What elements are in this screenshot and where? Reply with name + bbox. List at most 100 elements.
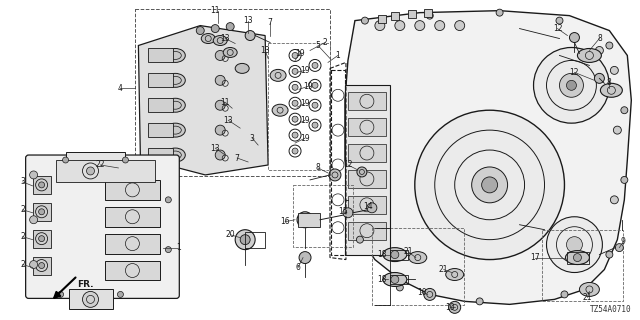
Circle shape xyxy=(595,73,604,83)
Circle shape xyxy=(63,157,68,163)
Text: 9: 9 xyxy=(621,237,626,246)
Bar xyxy=(65,152,125,166)
Circle shape xyxy=(58,292,63,297)
Bar xyxy=(568,252,589,264)
Circle shape xyxy=(391,276,399,284)
Ellipse shape xyxy=(577,49,602,62)
Circle shape xyxy=(357,167,367,177)
Circle shape xyxy=(615,244,623,252)
Circle shape xyxy=(570,33,579,43)
Circle shape xyxy=(211,25,220,33)
Bar xyxy=(33,230,51,248)
Ellipse shape xyxy=(445,268,464,280)
Circle shape xyxy=(415,110,564,260)
Circle shape xyxy=(362,17,369,24)
Text: 11: 11 xyxy=(211,6,220,15)
Text: 19: 19 xyxy=(300,116,310,125)
Circle shape xyxy=(472,167,508,203)
Ellipse shape xyxy=(165,98,186,112)
Bar xyxy=(348,170,386,188)
Bar xyxy=(268,43,330,170)
Circle shape xyxy=(38,182,45,188)
Bar xyxy=(372,228,464,305)
Text: 3: 3 xyxy=(250,133,255,143)
Bar xyxy=(348,92,386,110)
Text: FR.: FR. xyxy=(77,280,93,289)
Circle shape xyxy=(215,125,225,135)
Text: 7: 7 xyxy=(268,18,273,27)
Circle shape xyxy=(559,73,584,97)
Bar xyxy=(245,232,265,248)
Circle shape xyxy=(621,107,628,114)
Circle shape xyxy=(496,9,503,16)
Text: 19: 19 xyxy=(300,66,310,75)
Circle shape xyxy=(621,176,628,183)
Circle shape xyxy=(29,216,38,224)
Circle shape xyxy=(556,17,563,24)
Ellipse shape xyxy=(235,63,249,73)
Text: TZ54A0710: TZ54A0710 xyxy=(589,305,631,314)
Circle shape xyxy=(292,116,298,122)
Bar xyxy=(33,203,51,221)
Bar xyxy=(148,123,173,137)
Circle shape xyxy=(215,100,225,110)
Bar xyxy=(33,176,51,194)
Circle shape xyxy=(424,288,436,300)
Ellipse shape xyxy=(270,69,286,81)
Circle shape xyxy=(566,237,582,252)
Circle shape xyxy=(367,203,377,213)
Text: 8: 8 xyxy=(597,34,602,43)
Circle shape xyxy=(292,100,298,106)
Circle shape xyxy=(292,68,298,74)
Circle shape xyxy=(454,20,465,31)
Text: 19: 19 xyxy=(303,82,313,91)
Circle shape xyxy=(165,197,172,203)
Bar xyxy=(136,9,330,176)
Circle shape xyxy=(38,209,45,215)
Bar xyxy=(391,12,399,20)
Text: 13: 13 xyxy=(260,46,270,55)
Bar xyxy=(378,15,386,23)
Bar xyxy=(106,207,161,227)
Circle shape xyxy=(613,126,621,134)
Ellipse shape xyxy=(409,252,427,264)
Text: 17: 17 xyxy=(530,253,540,262)
Text: 12: 12 xyxy=(553,24,562,33)
Circle shape xyxy=(606,42,613,49)
Circle shape xyxy=(435,20,445,31)
Bar xyxy=(33,257,51,275)
Bar xyxy=(541,230,623,301)
Circle shape xyxy=(226,23,234,31)
Circle shape xyxy=(561,291,568,298)
Text: 19: 19 xyxy=(300,133,310,143)
Ellipse shape xyxy=(213,36,227,45)
Circle shape xyxy=(611,67,618,74)
Text: 21: 21 xyxy=(439,265,449,274)
Circle shape xyxy=(312,122,318,128)
Text: 1: 1 xyxy=(176,243,180,252)
Ellipse shape xyxy=(272,104,288,116)
Circle shape xyxy=(215,150,225,160)
Circle shape xyxy=(476,298,483,305)
Text: 18: 18 xyxy=(377,275,387,284)
Text: 2: 2 xyxy=(20,205,25,214)
Circle shape xyxy=(165,247,172,252)
Circle shape xyxy=(292,84,298,90)
Circle shape xyxy=(449,301,461,313)
Circle shape xyxy=(240,235,250,244)
Text: 5: 5 xyxy=(316,41,321,50)
Ellipse shape xyxy=(165,148,186,162)
Circle shape xyxy=(235,230,255,250)
Circle shape xyxy=(415,20,425,31)
Text: 10: 10 xyxy=(417,288,427,297)
Circle shape xyxy=(122,157,129,163)
Text: 21: 21 xyxy=(403,247,413,256)
Text: 19: 19 xyxy=(300,99,310,108)
Ellipse shape xyxy=(165,49,186,62)
Text: 1: 1 xyxy=(335,51,340,60)
Text: 2: 2 xyxy=(20,232,25,241)
Text: 8: 8 xyxy=(316,164,321,172)
Ellipse shape xyxy=(201,34,215,44)
Circle shape xyxy=(299,252,311,264)
Text: 19: 19 xyxy=(295,49,305,58)
